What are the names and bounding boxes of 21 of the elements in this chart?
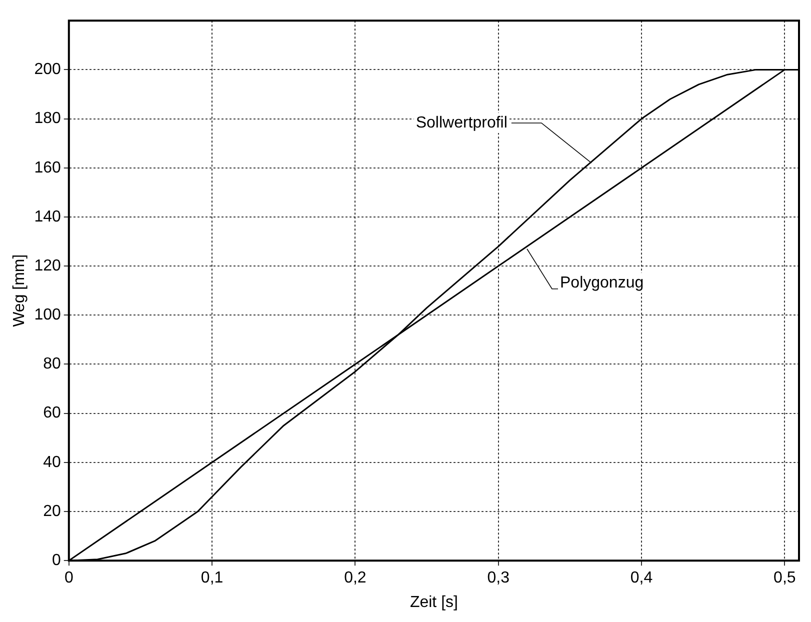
x-axis-title: Zeit [s] — [410, 594, 458, 611]
x-tick-label: 0,4 — [630, 570, 653, 587]
y-tick-label: 200 — [34, 61, 61, 78]
y-tick-label: 60 — [43, 404, 61, 422]
x-tick-label: 0,3 — [487, 570, 510, 587]
x-tick-label: 0,2 — [344, 570, 366, 587]
annotation: Polygonzug — [560, 274, 644, 292]
y-tick-label: 140 — [34, 208, 61, 226]
x-tick-label: 0,1 — [200, 570, 224, 587]
x-tick-label: 0 — [64, 570, 74, 587]
y-tick-label: 180 — [34, 110, 61, 128]
y-tick-label: 0 — [52, 552, 61, 570]
annotation: Sollwertprofil — [416, 114, 508, 132]
y-tick-label: 160 — [34, 159, 61, 176]
y-tick-label: 80 — [43, 356, 61, 373]
y-tick-label: 120 — [34, 257, 61, 274]
y-axis-title: Weg [mm] — [11, 254, 28, 327]
y-tick-label: 20 — [43, 502, 61, 520]
x-tick-label: 0,5 — [774, 570, 796, 587]
y-tick-label: 100 — [34, 306, 61, 324]
y-tick-label: 40 — [43, 454, 61, 471]
